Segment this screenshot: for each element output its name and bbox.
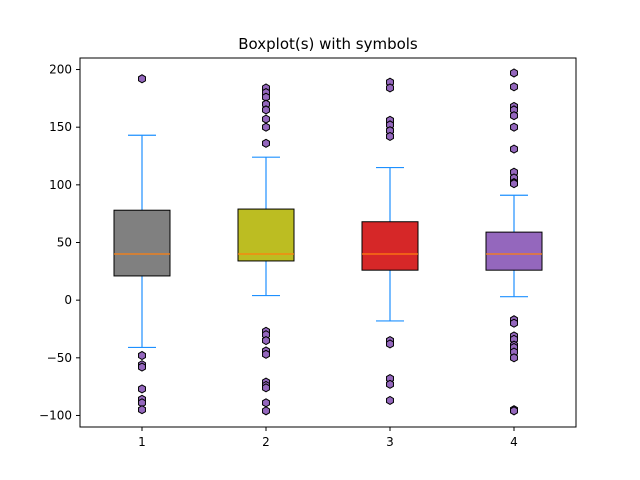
outlier-point: [510, 111, 518, 121]
chart-title: Boxplot(s) with symbols: [238, 35, 418, 53]
outlier-point: [138, 74, 146, 84]
outlier-point: [138, 350, 146, 361]
outlier-point: [262, 105, 270, 115]
x-tick-label: 3: [386, 435, 394, 449]
outlier-point: [510, 318, 518, 328]
outlier-point: [262, 406, 270, 416]
outlier-point: [138, 384, 146, 394]
box-4: [485, 231, 543, 271]
box-3: [361, 221, 419, 271]
outlier-point: [510, 406, 518, 416]
outlier-point: [386, 395, 394, 406]
y-tick-label: 150: [49, 120, 72, 134]
y-tick-label: 200: [49, 63, 72, 77]
outlier-point: [138, 362, 146, 372]
outlier-point: [510, 179, 518, 189]
outlier-point: [386, 379, 394, 389]
y-tick-label: 0: [64, 293, 72, 307]
axes-frame: [79, 57, 577, 428]
outlier-point: [262, 383, 270, 393]
y-tick-label: −100: [39, 408, 72, 422]
outlier-point: [510, 82, 518, 92]
outlier-point: [510, 353, 518, 363]
outlier-point: [262, 398, 270, 408]
outlier-point: [386, 131, 394, 141]
x-tick-label: 1: [138, 435, 146, 449]
y-tick-label: 50: [57, 236, 72, 250]
outlier-point: [510, 68, 518, 78]
y-tick-label: −50: [47, 351, 72, 365]
outlier-point: [510, 144, 518, 154]
plot-area: −100 −50 0 50 100 150 200 1 2 3 4: [39, 63, 543, 449]
y-tick-label: 100: [49, 178, 72, 192]
outlier-point: [262, 349, 270, 359]
outlier-point: [386, 339, 394, 349]
outlier-point: [262, 138, 270, 148]
box-1: [113, 209, 171, 277]
outlier-point: [262, 335, 270, 346]
x-tick-label: 4: [510, 435, 518, 449]
outlier-point: [386, 83, 394, 93]
box-2: [237, 208, 295, 262]
outlier-point: [138, 405, 146, 415]
outlier-point: [262, 114, 270, 124]
outlier-point: [262, 122, 270, 132]
x-tick-label: 2: [262, 435, 270, 449]
outlier-point: [510, 122, 518, 132]
